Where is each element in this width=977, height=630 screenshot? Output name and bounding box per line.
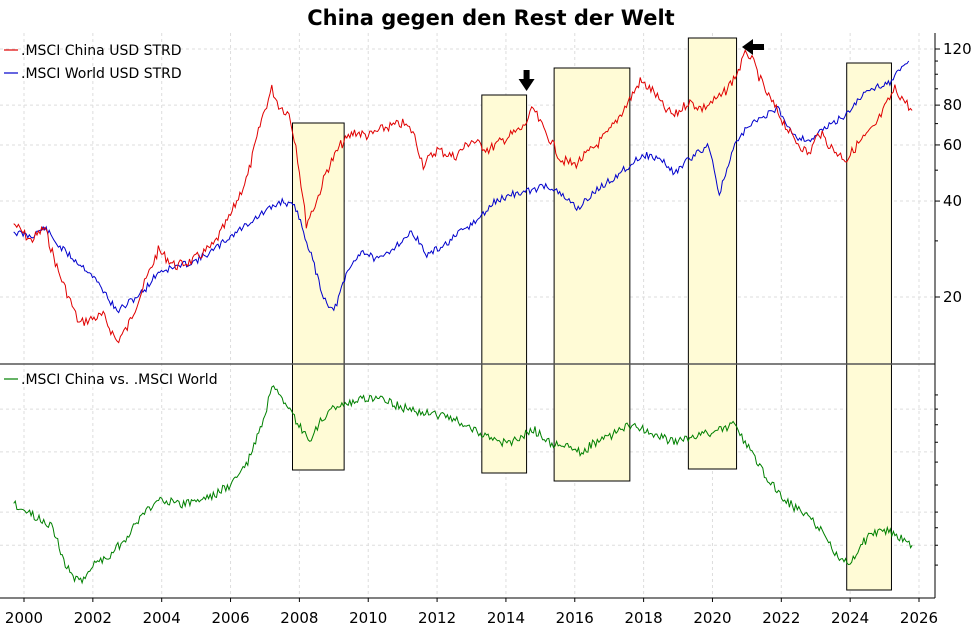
x-tick-label: 2024: [831, 609, 869, 627]
x-tick-label: 2006: [211, 609, 249, 627]
x-tick-label: 2018: [625, 609, 663, 627]
legend-ratio-label: .MSCI China vs. .MSCI World: [21, 372, 218, 388]
highlight-period: [553, 67, 631, 482]
legend-top: .MSCI China USD STRD .MSCI World USD STR…: [4, 43, 182, 82]
legend-world-label: .MSCI World USD STRD: [21, 66, 182, 82]
x-tick-label: 2004: [143, 609, 181, 627]
series-line-msci-china: [13, 49, 913, 344]
y-tick-label: 20: [943, 288, 962, 306]
x-tick-label: 2016: [556, 609, 594, 627]
y-tick-label: 120: [943, 40, 972, 58]
y-tick-labels: 120 80 60 40 20: [943, 40, 972, 306]
highlight-period: [292, 122, 345, 471]
legend-bottom: .MSCI China vs. .MSCI World: [4, 372, 218, 388]
x-tick-label: 2000: [5, 609, 43, 627]
y-tick-label: 80: [943, 96, 962, 114]
legend-china-label: .MSCI China USD STRD: [21, 43, 182, 59]
x-tick-label: 2014: [487, 609, 525, 627]
series-line-msci-world: [13, 60, 910, 314]
x-tick-label: 2022: [762, 609, 800, 627]
arrow-down-icon: [518, 70, 535, 91]
x-tick-label: 2002: [74, 609, 112, 627]
axis-ticks: [23, 48, 940, 602]
x-tick-label: 2008: [280, 609, 318, 627]
series-lines: [13, 49, 913, 585]
y-tick-label: 40: [943, 192, 962, 210]
y-tick-label: 60: [943, 136, 962, 154]
highlight-period: [481, 94, 528, 474]
arrow-left-icon: [742, 39, 764, 55]
x-tick-label: 2020: [693, 609, 731, 627]
series-line-china-vs-world: [13, 385, 913, 585]
x-tick-label: 2026: [900, 609, 938, 627]
highlight-boxes: [292, 37, 892, 591]
highlight-period: [687, 37, 738, 470]
x-tick-label: 2010: [349, 609, 387, 627]
annotation-arrows: [518, 39, 764, 91]
x-tick-label: 2012: [418, 609, 456, 627]
x-tick-labels: 2000 2002 2004 2006 2008 2010 2012 2014 2016 2018…: [5, 609, 938, 627]
highlight-period: [846, 62, 892, 591]
grid: [0, 33, 935, 598]
chart-title: China gegen den Rest der Welt: [307, 6, 674, 30]
